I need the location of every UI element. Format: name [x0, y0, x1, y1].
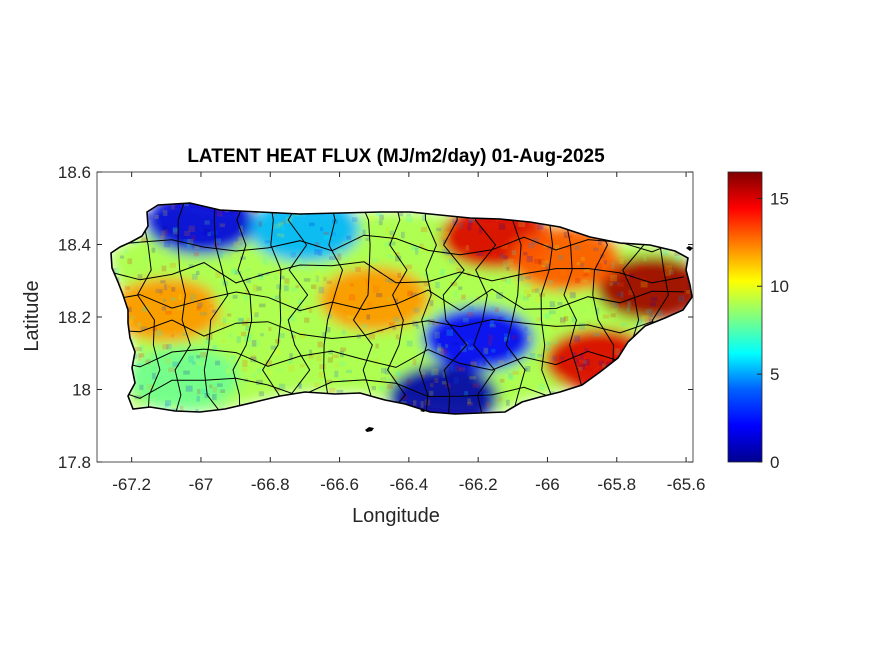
x-tick-label: -66.4: [389, 475, 428, 494]
coastline-outline: [110, 202, 693, 415]
islet-south-1: [420, 409, 426, 412]
municipality-line-v14: [563, 203, 585, 414]
municipality-line-v9: [418, 203, 437, 414]
municipality-boundaries: [111, 203, 685, 414]
x-axis-ticks: -67.2 -67 -66.8 -66.6 -66.4 -66.2 -66 -65.8 -65.…: [112, 172, 705, 494]
y-tick-label: 18.6: [58, 163, 91, 182]
colorbar-ticks: 0 5 10 15: [757, 189, 789, 472]
x-tick-label: -65.8: [597, 475, 636, 494]
municipality-line-v5: [287, 203, 311, 414]
municipality-line-v10: [442, 203, 468, 414]
islet-east: [686, 246, 693, 251]
colorbar-tick-label: 15: [770, 189, 789, 208]
municipality-line-h1: [111, 261, 685, 284]
municipality-line-v4: [262, 203, 282, 414]
x-tick-label: -66.6: [320, 475, 359, 494]
x-tick-label: -66: [535, 475, 560, 494]
municipality-line-h4: [111, 348, 685, 371]
map-title: LATENT HEAT FLUX (MJ/m2/day) 01-Aug-2025: [187, 146, 605, 167]
field-region-3: [111, 277, 222, 342]
municipality-line-v13: [538, 203, 554, 414]
municipality-line-v7: [352, 203, 373, 414]
y-tick-label: 18: [72, 381, 91, 400]
y-tick-label: 18.4: [58, 236, 91, 255]
municipality-line-v1: [173, 203, 191, 414]
y-axis-ticks: 17.8 18 18.2 18.4 18.6: [58, 163, 693, 472]
x-axis-label: Longitude: [352, 505, 440, 527]
municipality-line-v0: [136, 203, 161, 414]
y-tick-label: 17.8: [58, 453, 91, 472]
x-tick-label: -67: [189, 475, 214, 494]
colorbar-tick-label: 0: [770, 453, 779, 472]
field-region-10: [128, 346, 239, 411]
municipality-line-v12: [505, 203, 526, 414]
colorbar: [727, 171, 763, 463]
municipality-line-v8: [382, 203, 408, 414]
islet-caja-de-muertos: [365, 427, 374, 432]
field-region-6: [423, 306, 534, 371]
field-texture: [111, 203, 692, 414]
x-tick-label: -67.2: [112, 475, 151, 494]
y-tick-label: 18.2: [58, 308, 91, 327]
municipality-line-h3: [111, 318, 685, 340]
x-tick-label: -65.6: [667, 475, 706, 494]
colorbar-tick-label: 5: [770, 365, 779, 384]
x-tick-label: -66.2: [459, 475, 498, 494]
field-region-4: [215, 266, 326, 331]
y-axis-label: Latitude: [21, 280, 43, 351]
municipality-line-v6: [323, 203, 344, 414]
municipality-line-v2: [203, 203, 229, 414]
municipality-line-v11: [473, 203, 497, 414]
x-tick-label: -66.8: [251, 475, 290, 494]
municipality-line-h2: [111, 288, 685, 312]
colorbar-tick-label: 10: [770, 277, 789, 296]
municipality-line-v3: [232, 203, 253, 414]
municipality-line-h0: [111, 234, 685, 256]
